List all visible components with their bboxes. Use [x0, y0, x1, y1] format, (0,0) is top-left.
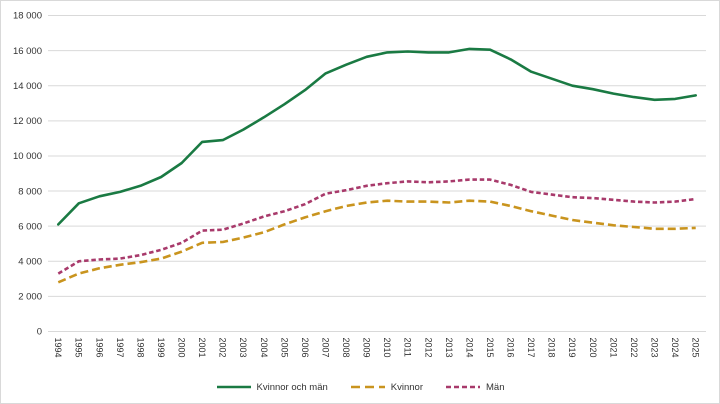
- x-axis-tick-label: 2015: [485, 338, 495, 358]
- legend-item-man: Män: [445, 381, 505, 393]
- x-axis-tick-label: 2002: [218, 338, 228, 358]
- legend-line-solid-icon: [216, 385, 251, 389]
- x-axis-tick-label: 2022: [629, 338, 639, 358]
- x-axis-tick-label: 2001: [197, 338, 207, 358]
- y-axis-tick-label: 0: [37, 327, 42, 338]
- x-axis-tick-label: 2012: [423, 338, 433, 358]
- x-axis-tick-label: 2018: [547, 338, 557, 358]
- y-axis-tick-label: 14 000: [13, 81, 42, 92]
- x-axis-tick-label: 1996: [94, 338, 104, 358]
- x-axis-tick-label: 2024: [670, 338, 680, 358]
- x-axis-tick-label: 2005: [279, 338, 289, 358]
- x-axis-tick-label: 1998: [135, 338, 145, 358]
- x-axis-tick-label: 2009: [362, 338, 372, 358]
- x-axis-tick-label: 2020: [588, 338, 598, 358]
- x-axis-tick-label: 1997: [115, 338, 125, 358]
- y-axis-tick-label: 4 000: [18, 256, 42, 267]
- x-axis-tick-label: 2011: [403, 338, 413, 357]
- chart-legend: Kvinnor och män Kvinnor Män: [1, 379, 719, 395]
- y-axis-tick-label: 6 000: [18, 221, 42, 232]
- y-axis-tick-label: 18 000: [13, 11, 42, 22]
- x-axis-tick-label: 2016: [506, 338, 516, 358]
- series-line-man: [57, 178, 696, 275]
- y-axis-tick-label: 16 000: [13, 46, 42, 57]
- x-axis-tick-label: 2017: [526, 338, 536, 358]
- x-axis-tick-label: 2007: [320, 338, 330, 358]
- x-axis-tick-label: 2004: [259, 338, 269, 358]
- legend-label-kvinnor: Kvinnor: [390, 381, 424, 393]
- x-axis-tick-label: 2023: [649, 338, 659, 358]
- legend-label-total: Kvinnor och män: [256, 381, 328, 393]
- x-axis-tick-label: 2010: [382, 338, 392, 358]
- x-axis-tick-label: 1999: [156, 338, 166, 358]
- x-axis-tick-label: 2021: [608, 338, 618, 358]
- series-line-total: [56, 47, 698, 226]
- x-axis-tick-label: 2013: [444, 338, 454, 358]
- legend-item-kvinnor: Kvinnor: [350, 382, 423, 393]
- legend-label-man: Män: [486, 381, 505, 393]
- x-axis-tick-label: 2000: [177, 338, 187, 358]
- y-axis-tick-label: 8 000: [18, 186, 42, 197]
- y-axis-tick-label: 2 000: [18, 292, 42, 303]
- series-line-kvinnor: [57, 199, 696, 284]
- x-axis-tick-label: 2025: [691, 338, 701, 358]
- y-axis-tick-label: 10 000: [13, 151, 42, 162]
- legend-item-total: Kvinnor och män: [216, 382, 328, 393]
- legend-line-short-dash-icon: [446, 385, 481, 389]
- legend-line-long-dash-icon: [350, 385, 385, 389]
- y-axis-tick-label: 12 000: [13, 116, 42, 127]
- x-axis-tick-label: 2019: [567, 338, 577, 358]
- x-axis-tick-label: 1995: [74, 338, 84, 358]
- x-axis-tick-label: 2008: [341, 338, 351, 358]
- x-axis-tick-label: 1994: [53, 338, 63, 358]
- x-axis-tick-label: 2014: [464, 338, 474, 358]
- x-axis-tick-label: 2006: [300, 338, 310, 358]
- x-axis-tick-label: 2003: [238, 338, 248, 358]
